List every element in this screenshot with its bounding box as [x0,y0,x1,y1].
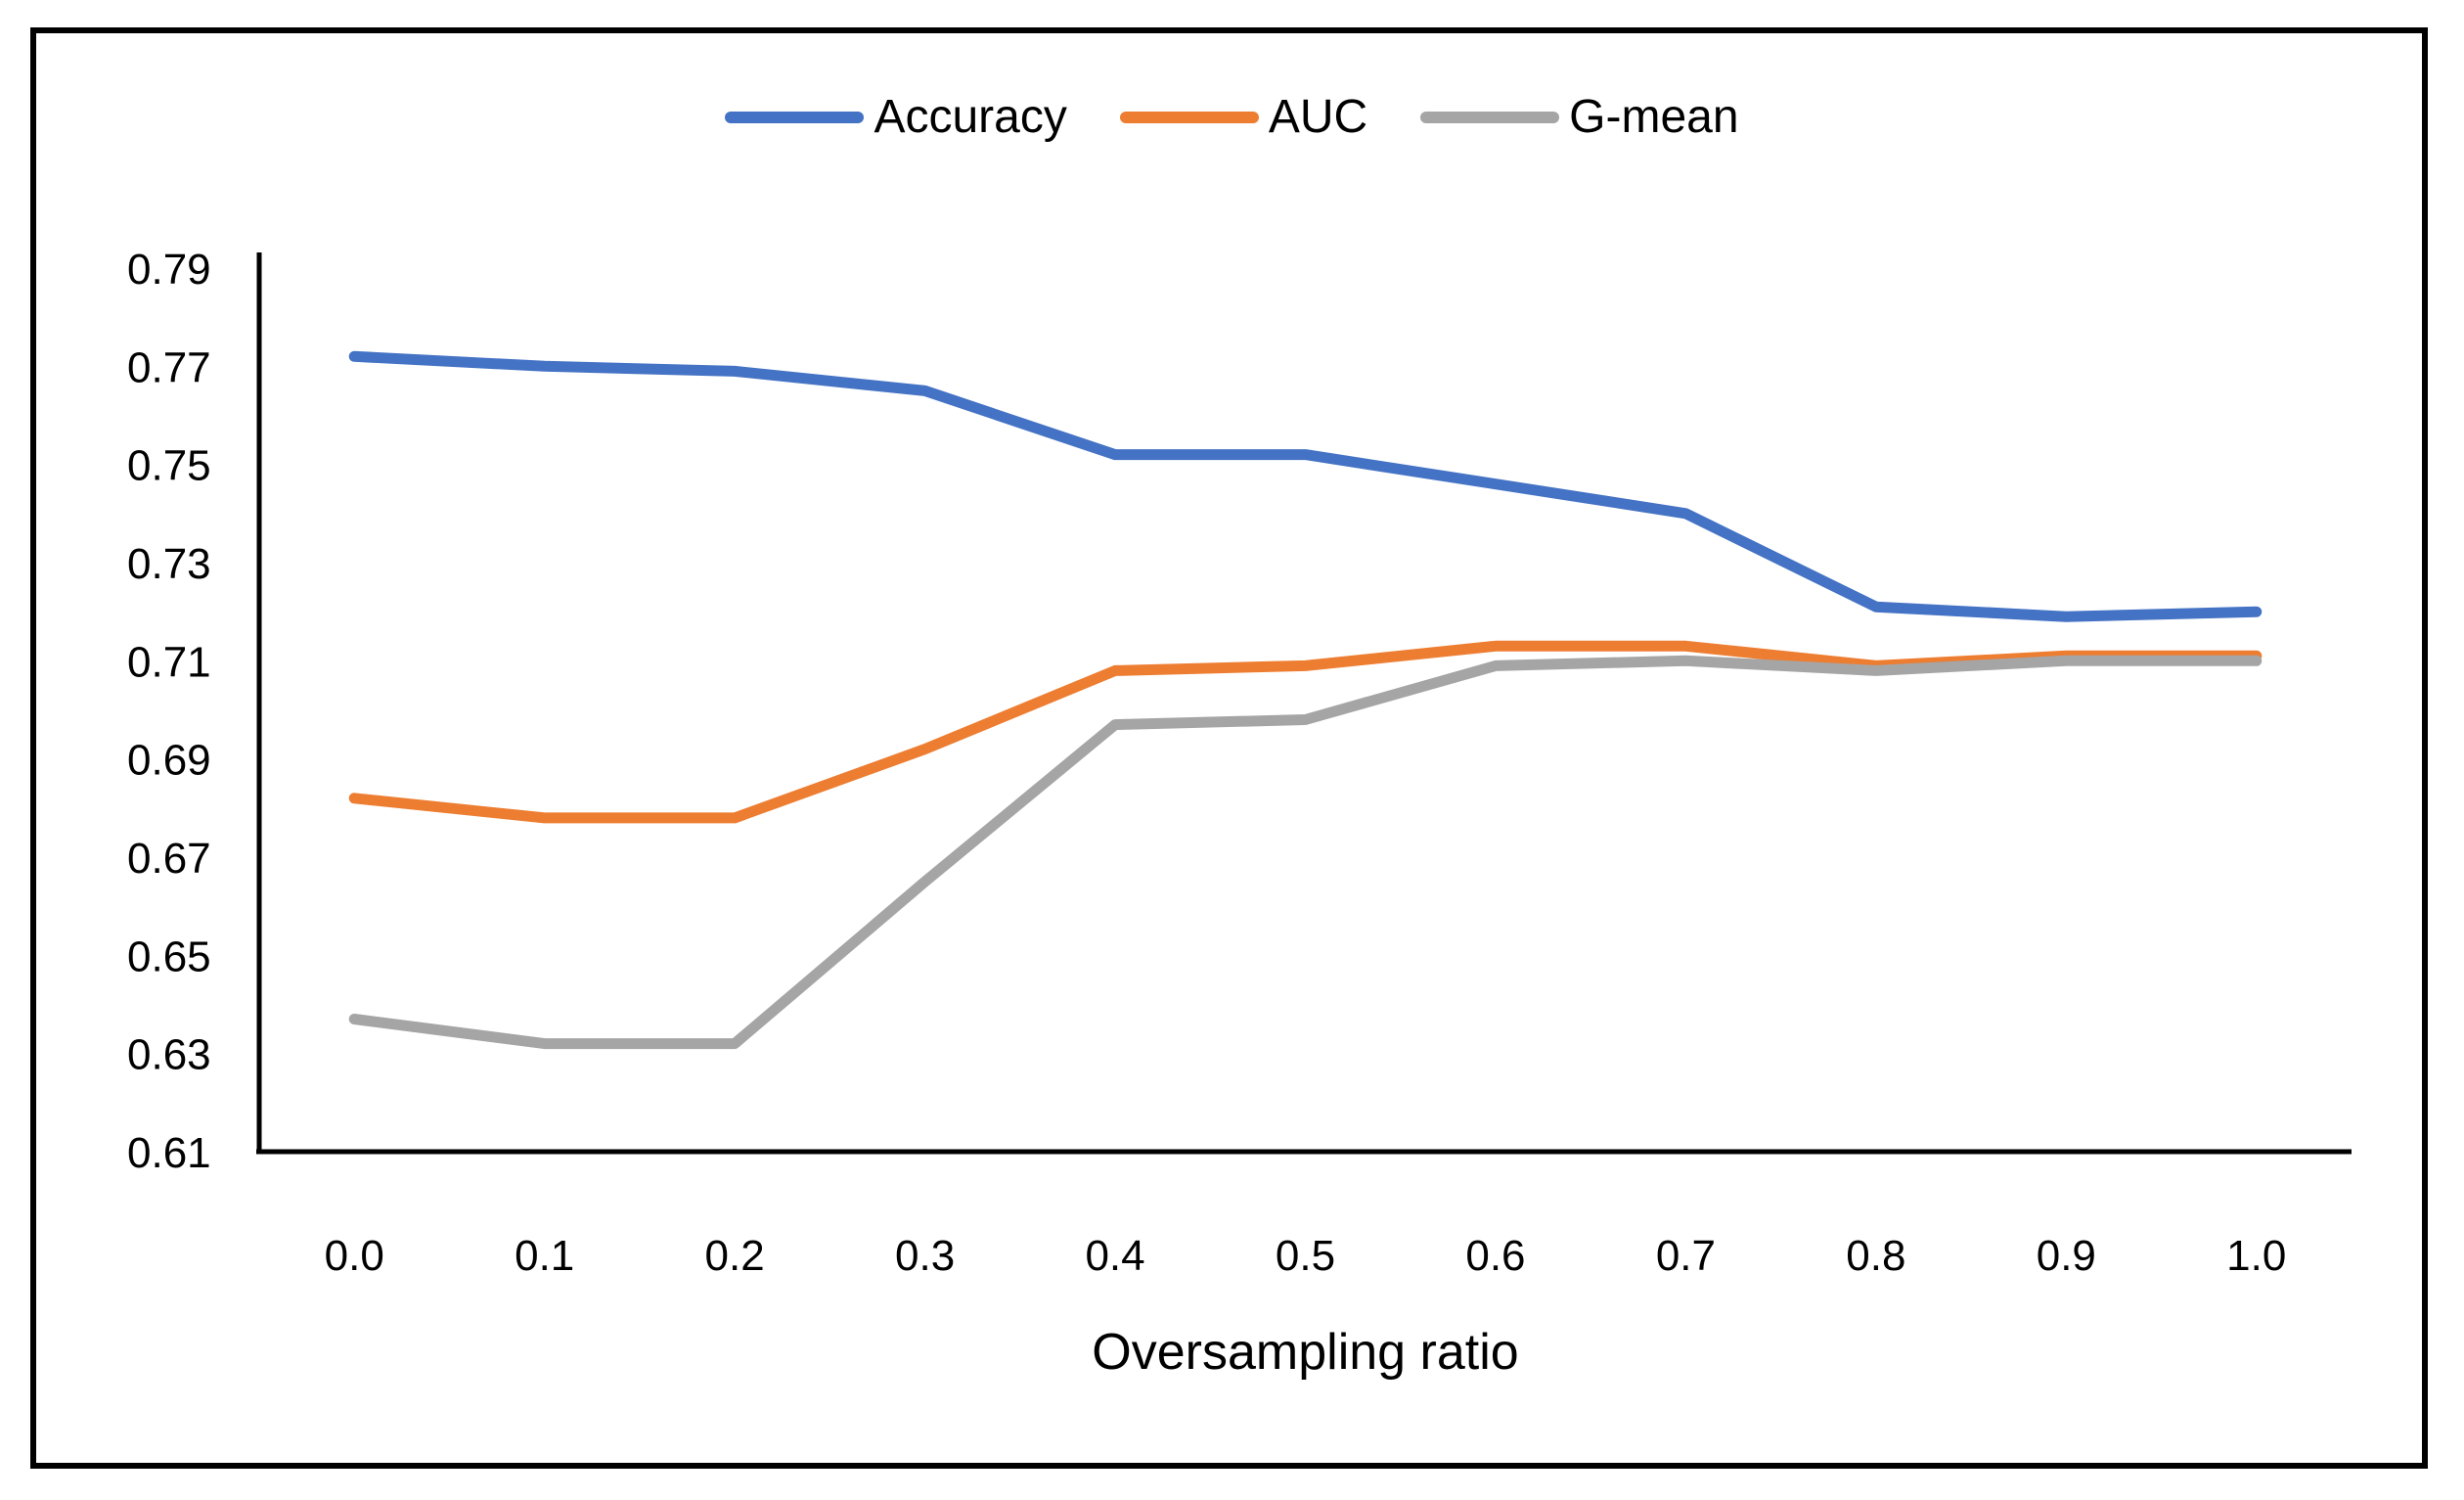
x-tick-label: 0.2 [705,1232,765,1280]
y-tick-label: 0.63 [127,1031,211,1079]
accuracy-data-line [348,350,2262,622]
legend-item-accuracy: Accuracy [725,90,1067,144]
x-tick-label: 1.0 [2226,1232,2286,1280]
gmean-data-line [348,655,2262,1050]
y-tick-label: 0.73 [127,540,211,588]
auc-line-swatch [1119,111,1259,123]
y-tick-label: 0.77 [127,343,211,391]
y-tick-label: 0.69 [127,737,211,785]
y-tick-label: 0.61 [127,1129,211,1177]
x-axis-title: Oversampling ratio [1092,1324,1519,1381]
x-tick-label: 0.6 [1465,1232,1525,1280]
y-tick-label: 0.67 [127,835,211,883]
legend: Accuracy AUC G-mean [0,90,2464,144]
chart-border-frame [30,27,2428,1469]
x-tick-label: 0.3 [895,1232,955,1280]
x-tick-label: 0.0 [325,1232,384,1280]
auc-data-line [348,640,2262,824]
legend-item-auc: AUC [1119,90,1368,144]
legend-label-auc: AUC [1268,91,1368,143]
y-tick-label: 0.71 [127,638,211,686]
x-tick-label: 0.7 [1656,1232,1716,1280]
gmean-line-swatch [1420,111,1560,123]
y-tick-label: 0.79 [127,246,211,294]
x-tick-label: 0.1 [515,1232,574,1280]
y-tick-label: 0.65 [127,932,211,980]
x-tick-label: 0.9 [2037,1232,2096,1280]
y-tick-label: 0.75 [127,442,211,490]
x-tick-label: 0.5 [1276,1232,1335,1280]
x-tick-label: 0.8 [1846,1232,1905,1280]
legend-label-accuracy: Accuracy [874,91,1067,143]
legend-item-gmean: G-mean [1420,90,1739,144]
legend-label-gmean: G-mean [1569,91,1739,143]
x-tick-label: 0.4 [1085,1232,1144,1280]
accuracy-line-swatch [725,111,865,123]
